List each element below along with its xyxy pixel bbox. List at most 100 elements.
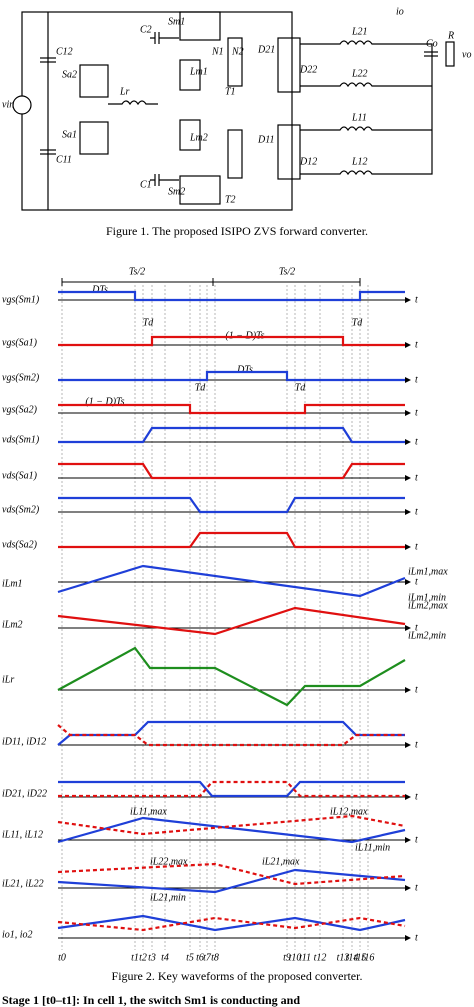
row-label: vgs(Sm1) xyxy=(2,294,40,305)
time-label: t16 xyxy=(362,952,375,963)
axis-arrow xyxy=(405,342,411,348)
circuit-label: C11 xyxy=(56,154,72,165)
axis-label: t xyxy=(415,374,418,385)
circuit-label: vo xyxy=(462,49,471,60)
time-label: t12 xyxy=(314,952,327,963)
time-label: t2 xyxy=(139,952,147,963)
row-label: iLr xyxy=(2,674,14,685)
waveform xyxy=(57,816,406,844)
circuit-label: N1 xyxy=(211,46,224,57)
period-arrow xyxy=(61,278,361,286)
time-label: t9 xyxy=(283,952,291,963)
body-text: Stage 1 [t0–t1]: In cell 1, the switch S… xyxy=(2,993,300,1007)
time-label: t5 xyxy=(186,952,194,963)
circuit-label: Sm2 xyxy=(168,186,185,197)
waveform xyxy=(57,868,406,894)
peak-label: iL21,max xyxy=(262,856,300,867)
waveform xyxy=(58,290,405,302)
waveform xyxy=(58,403,405,415)
circuit-label: C1 xyxy=(140,179,152,190)
figure-caption: Figure 1. The proposed ISIPO ZVS forward… xyxy=(106,224,368,238)
axis-label: t xyxy=(415,739,418,750)
axis-label: t xyxy=(415,576,418,587)
level-label: iLm2,max xyxy=(408,600,448,611)
level-label: iLm1,min xyxy=(408,592,446,603)
axis-label: t xyxy=(415,436,418,447)
axis-label: t xyxy=(415,834,418,845)
waveform xyxy=(57,814,406,836)
row-label: io1, io2 xyxy=(2,929,33,940)
circuit-label: D12 xyxy=(299,156,317,167)
row-label: vds(Sm2) xyxy=(2,504,40,515)
circuit-label: L11 xyxy=(351,112,367,123)
axis-arrow xyxy=(405,935,411,941)
row-label: iD21, iD22 xyxy=(2,788,47,799)
level-label: iLm2,min xyxy=(408,630,446,641)
row-label: iLm1 xyxy=(2,578,23,589)
figure-caption: Figure 2. Key waveforms of the proposed … xyxy=(112,969,363,983)
interval-label: (1 − D)Ts xyxy=(85,396,124,407)
row-label: vds(Sm1) xyxy=(2,434,40,445)
row-label: vds(Sa1) xyxy=(2,470,38,481)
time-label: t8 xyxy=(211,952,219,963)
circuit-label: R xyxy=(447,30,454,41)
circuit-label: Lm2 xyxy=(189,132,208,143)
waveform xyxy=(57,724,405,747)
waveform xyxy=(57,862,406,886)
waveform xyxy=(58,780,405,798)
axis-arrow xyxy=(405,625,411,631)
axis-arrow xyxy=(405,509,411,515)
circuit-label: C2 xyxy=(140,24,152,35)
time-label: t3 xyxy=(148,952,156,963)
circuit-label: D22 xyxy=(299,64,317,75)
interval-label: DTs xyxy=(236,364,253,375)
peak-label: iL11,max xyxy=(130,806,167,817)
circuit-label: T2 xyxy=(225,194,236,205)
waveform xyxy=(58,496,405,514)
row-label: iL21, iL22 xyxy=(2,878,44,889)
waveform xyxy=(57,646,406,707)
time-label: t15 xyxy=(354,952,367,963)
period-label: Ts/2 xyxy=(129,266,145,277)
peak-label: iL21,min xyxy=(150,892,186,903)
circuit-label: L12 xyxy=(351,156,368,167)
interval-label: (1 − D)Ts xyxy=(225,330,264,341)
axis-arrow xyxy=(405,377,411,383)
axis-arrow xyxy=(405,687,411,693)
circuit-label: N2 xyxy=(231,46,244,57)
circuit-label: io xyxy=(396,6,404,17)
axis-label: t xyxy=(415,684,418,695)
circuit-label: L22 xyxy=(351,68,368,79)
axis-label: t xyxy=(415,622,418,633)
axis-label: t xyxy=(415,407,418,418)
axis-label: t xyxy=(415,541,418,552)
circuit-label: Co xyxy=(426,38,438,49)
waveform xyxy=(58,370,405,382)
circuit-label: Sm1 xyxy=(168,16,185,27)
circuit-label: Sa2 xyxy=(62,69,77,80)
axis-arrow xyxy=(405,794,411,800)
interval-label: Td xyxy=(352,317,364,328)
axis-arrow xyxy=(405,475,411,481)
waveform xyxy=(58,426,405,444)
axis-arrow xyxy=(405,297,411,303)
waveform xyxy=(57,564,406,598)
waveform xyxy=(58,462,405,480)
level-label: iLm1,max xyxy=(408,566,448,577)
time-label: t10 xyxy=(289,952,302,963)
row-label: vgs(Sa1) xyxy=(2,337,38,348)
time-label: t7 xyxy=(203,952,212,963)
interval-label: Td xyxy=(143,317,155,328)
interval-label: DTs xyxy=(91,284,108,295)
axis-arrow xyxy=(405,410,411,416)
interval-label: Td xyxy=(195,382,207,393)
time-label: t6 xyxy=(196,952,204,963)
circuit-label: Sa1 xyxy=(62,129,77,140)
circuit-label: D11 xyxy=(257,134,274,145)
axis-arrow xyxy=(405,742,411,748)
axis-label: t xyxy=(415,294,418,305)
axis-arrow xyxy=(405,885,411,891)
circuit-label: vin xyxy=(2,99,14,110)
circuit-label: Lm1 xyxy=(189,66,208,77)
peak-label: iL11,min xyxy=(355,842,390,853)
